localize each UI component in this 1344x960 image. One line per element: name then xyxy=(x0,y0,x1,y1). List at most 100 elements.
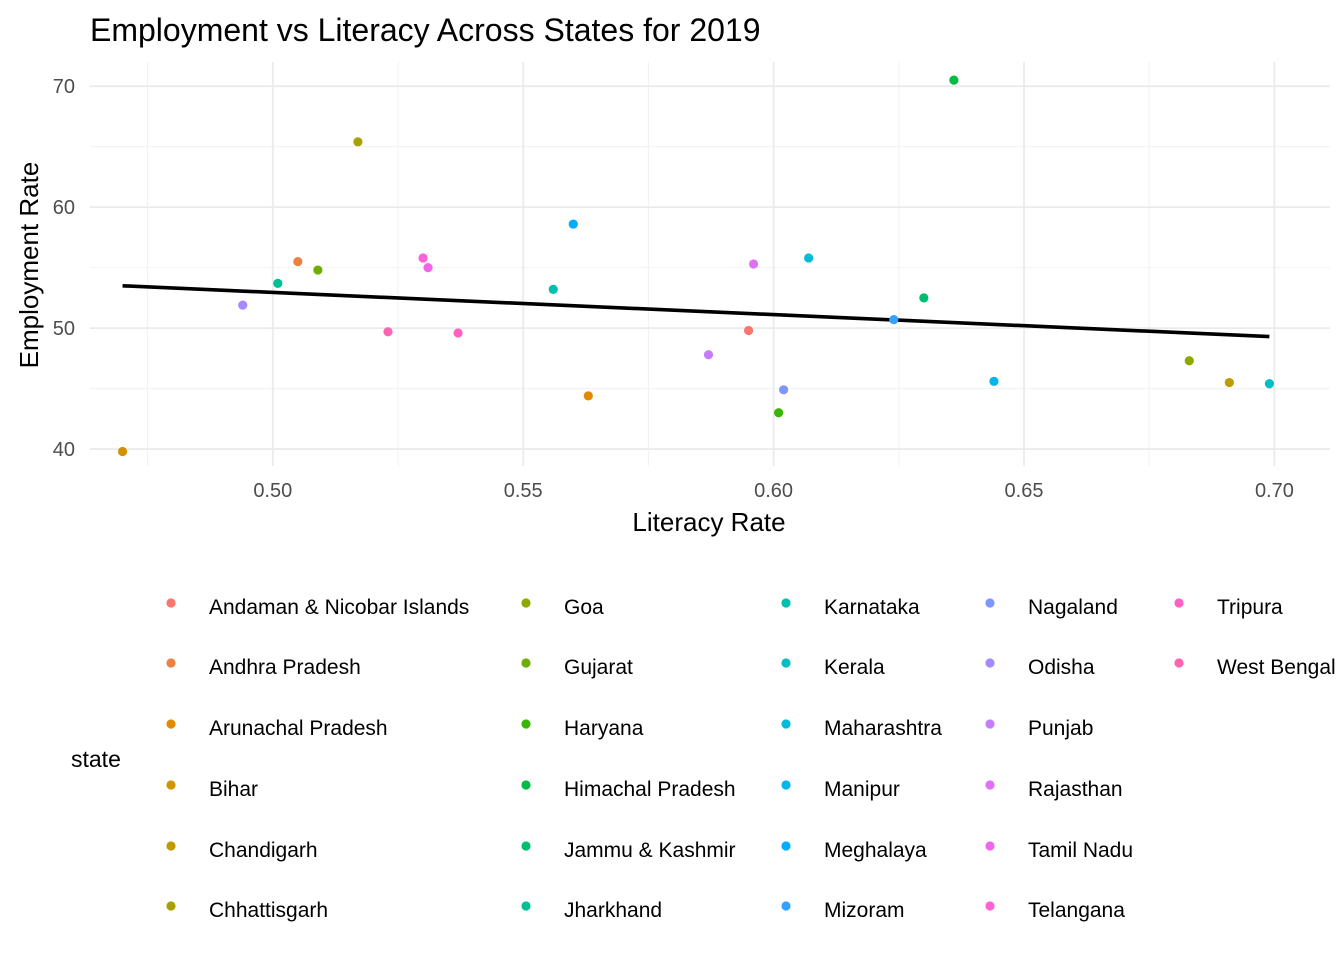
legend-key xyxy=(166,719,176,729)
legend-key xyxy=(166,901,176,911)
legend-key xyxy=(521,598,531,608)
x-tick-label: 0.70 xyxy=(1255,480,1294,502)
legend-label: Odisha xyxy=(1028,656,1095,679)
data-point xyxy=(774,408,784,418)
data-point xyxy=(804,253,814,263)
legend-label: Kerala xyxy=(824,656,885,679)
x-tick-label: 0.50 xyxy=(253,480,292,502)
data-point xyxy=(889,315,899,325)
data-point xyxy=(949,75,959,85)
legend-key xyxy=(985,719,995,729)
legend-key xyxy=(521,658,531,668)
data-point xyxy=(703,350,714,360)
data-point xyxy=(313,265,323,275)
legend-key xyxy=(781,658,791,668)
legend-label: Maharashtra xyxy=(824,717,942,740)
data-point xyxy=(418,253,428,263)
legend-label: Jammu & Kashmir xyxy=(564,839,736,862)
legend-label: Chhattisgarh xyxy=(209,899,328,922)
data-points xyxy=(117,75,1275,457)
y-tick-label: 50 xyxy=(53,318,75,340)
legend-key xyxy=(781,598,791,608)
legend-key xyxy=(985,598,995,608)
legend-label: Jharkhand xyxy=(564,899,662,922)
legend-key xyxy=(985,780,995,790)
y-tick-label: 60 xyxy=(53,197,75,219)
legend-label: Bihar xyxy=(209,778,258,801)
data-point xyxy=(743,325,754,336)
x-tick-label: 0.55 xyxy=(504,480,543,502)
legend-label: Telangana xyxy=(1028,899,1125,922)
x-axis-ticks: 0.50 0.55 0.60 0.65 0.70 xyxy=(253,480,1294,502)
grid xyxy=(90,62,1330,466)
x-axis-label: Literacy Rate xyxy=(632,507,785,537)
legend-key xyxy=(521,901,531,911)
legend-key xyxy=(166,598,176,608)
legend-label: Rajasthan xyxy=(1028,778,1123,801)
legend-key xyxy=(1174,658,1184,668)
legend-label: Nagaland xyxy=(1028,596,1118,619)
y-tick-label: 40 xyxy=(53,439,75,461)
legend-label: Tripura xyxy=(1217,596,1283,619)
legend-label: Gujarat xyxy=(564,656,633,679)
trend-line-group xyxy=(122,283,1270,339)
legend-key xyxy=(781,780,791,790)
legend-label: Himachal Pradesh xyxy=(564,778,736,801)
legend-key xyxy=(1174,598,1184,608)
data-point xyxy=(273,278,283,288)
trend-line xyxy=(122,283,1270,339)
legend-label: Mizoram xyxy=(824,899,905,922)
x-tick-label: 0.65 xyxy=(1005,480,1044,502)
legend-label: Punjab xyxy=(1028,717,1093,740)
data-point xyxy=(779,385,789,395)
legend-key xyxy=(166,841,176,851)
data-point xyxy=(989,376,999,386)
data-point xyxy=(1264,379,1275,389)
y-axis-label: Employment Rate xyxy=(14,162,44,369)
legend-label: Goa xyxy=(564,596,604,619)
legend-title: state xyxy=(71,746,121,772)
legend-key xyxy=(985,841,995,851)
legend-label: Arunachal Pradesh xyxy=(209,717,388,740)
y-axis-ticks: 40 50 60 70 xyxy=(53,76,75,461)
legend-label: Meghalaya xyxy=(824,839,927,862)
legend-key xyxy=(166,780,176,790)
legend-label: West Bengal xyxy=(1217,656,1336,679)
legend-key xyxy=(781,901,791,911)
y-tick-label: 70 xyxy=(53,76,75,98)
data-point xyxy=(583,391,593,401)
legend-key xyxy=(985,658,995,668)
data-point xyxy=(117,446,128,457)
legend-key xyxy=(521,780,531,790)
data-point xyxy=(568,219,578,229)
data-point xyxy=(353,137,363,147)
legend-items: Andaman & Nicobar Islands Andhra Pradesh A… xyxy=(166,596,1336,922)
legend-key xyxy=(521,841,531,851)
legend-key xyxy=(781,841,791,851)
x-tick-label: 0.60 xyxy=(754,480,793,502)
legend-label: Tamil Nadu xyxy=(1028,839,1133,862)
data-point xyxy=(383,327,393,337)
data-point xyxy=(1224,377,1234,388)
legend-label: Andhra Pradesh xyxy=(209,656,361,679)
data-point xyxy=(748,259,759,269)
data-point xyxy=(238,300,248,310)
legend-label: Karnataka xyxy=(824,596,920,619)
legend: state Andaman & Nicobar Islands Andhra Pr… xyxy=(71,596,1336,922)
data-point xyxy=(453,328,463,338)
data-point xyxy=(293,256,303,267)
data-point xyxy=(548,284,558,295)
legend-label: Andaman & Nicobar Islands xyxy=(209,596,469,619)
legend-key xyxy=(166,658,176,668)
legend-key xyxy=(985,901,995,911)
legend-label: Chandigarh xyxy=(209,839,318,862)
data-point xyxy=(1184,356,1194,366)
legend-label: Manipur xyxy=(824,778,900,801)
data-point xyxy=(919,293,929,303)
legend-key xyxy=(521,719,531,729)
legend-label: Haryana xyxy=(564,717,644,740)
data-point xyxy=(423,263,433,273)
legend-key xyxy=(781,719,791,729)
chart-title: Employment vs Literacy Across States for… xyxy=(90,12,761,48)
